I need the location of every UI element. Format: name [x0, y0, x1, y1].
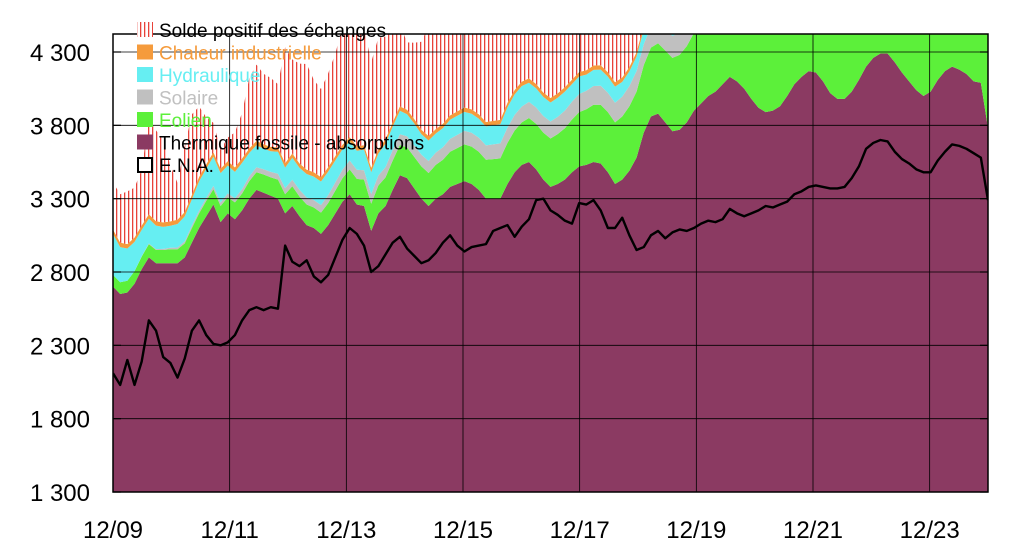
legend-solaire-swatch	[137, 89, 153, 105]
legend-hydraulique-label: Hydraulique	[159, 66, 260, 87]
legend-ena-label: E.N.A.	[159, 156, 214, 177]
ena-line	[113, 138, 988, 387]
y-tick-label: 3 800	[30, 113, 90, 140]
y-tick-label: 4 300	[30, 40, 90, 67]
x-tick-label: 12/09	[83, 517, 143, 544]
x-tick-label: 12/17	[550, 517, 610, 544]
y-axis: 1 300 1 800 2 300 2 800 3 300 3 800 4 300	[30, 40, 988, 507]
x-tick-label: 12/13	[316, 517, 376, 544]
legend-eolien-swatch	[137, 112, 153, 127]
y-tick-label: 2 800	[30, 260, 90, 287]
legend-thermique-fossile-label: Thermique fossile - absorptions	[159, 134, 424, 155]
legend-eolien-label: Eolien	[159, 111, 212, 132]
y-tick-label: 3 300	[30, 187, 90, 214]
legend-chaleur-industrielle-swatch	[137, 44, 153, 60]
legend-solde-echanges-swatch	[137, 22, 153, 37]
y-tick-label: 1 800	[30, 407, 90, 434]
x-axis: 12/09 12/11 12/13 12/15 12/17 12/19 12/21 12/23	[83, 517, 960, 544]
ena-line-group	[113, 138, 988, 387]
legend-hydraulique-swatch	[137, 67, 153, 82]
y-tick-label: 2 300	[30, 333, 90, 360]
legend-solde-echanges-label: Solde positif des échanges	[159, 21, 386, 42]
area-hydraulique	[113, 34, 677, 283]
y-tick-label: 1 300	[30, 480, 90, 507]
legend-ena-swatch	[137, 157, 153, 173]
area-thermique-fossile	[113, 53, 988, 492]
stacked-areas	[113, 34, 988, 492]
x-tick-label: 12/23	[900, 517, 960, 544]
x-tick-label: 12/21	[783, 517, 843, 544]
area-solde-echanges	[113, 34, 642, 245]
x-tick-label: 12/15	[433, 517, 493, 544]
legend-chaleur-industrielle-label: Chaleur industrielle	[159, 44, 322, 65]
x-tick-label: 12/11	[201, 517, 259, 544]
legend-solaire-label: Solaire	[159, 89, 218, 110]
x-tick-label: 12/19	[666, 517, 726, 544]
plot-frame	[112, 33, 989, 493]
legend-thermique-fossile-swatch	[137, 134, 153, 150]
area-eolien	[113, 34, 988, 294]
